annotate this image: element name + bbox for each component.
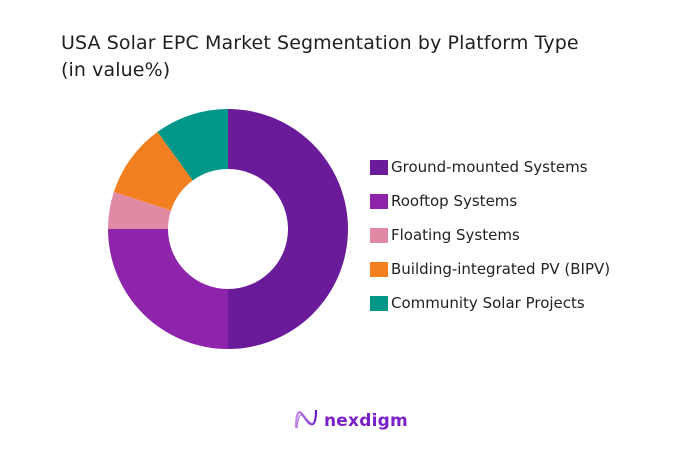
legend-swatch [370,261,388,277]
donut-slices [108,109,348,349]
chart-legend: Ground-mounted Systems Rooftop Systems F… [370,150,610,320]
legend-item-floating: Floating Systems [370,218,610,252]
donut-slice-rooftop-systems [108,229,228,349]
brand-logo: nexdigm [294,408,408,434]
legend-label: Ground-mounted Systems [391,158,588,176]
chart-title-line2: (in value%) [61,59,171,81]
donut-slice-ground-mounted-systems [228,109,348,349]
legend-label: Community Solar Projects [391,294,585,312]
donut-slice-floating-systems [108,191,171,229]
chart-title-line1: USA Solar EPC Market Segmentation by Pla… [61,32,579,54]
legend-swatch [370,227,388,243]
brand-name: nexdigm [324,411,408,431]
donut-slice-building-integrated-pv-bipv [113,131,193,211]
legend-label: Floating Systems [391,226,520,244]
legend-item-bipv: Building-integrated PV (BIPV) [370,252,610,286]
donut-slice-community-solar-projects [157,109,228,181]
legend-label: Rooftop Systems [391,192,518,210]
legend-label: Building-integrated PV (BIPV) [391,260,611,278]
legend-swatch [370,159,388,175]
legend-item-rooftop: Rooftop Systems [370,184,610,218]
nexdigm-logo-icon [294,408,318,434]
legend-item-ground-mounted: Ground-mounted Systems [370,150,610,184]
legend-swatch [370,193,388,209]
legend-item-community-solar: Community Solar Projects [370,286,610,320]
legend-swatch [370,295,388,311]
chart-title: USA Solar EPC Market Segmentation by Pla… [61,30,579,84]
